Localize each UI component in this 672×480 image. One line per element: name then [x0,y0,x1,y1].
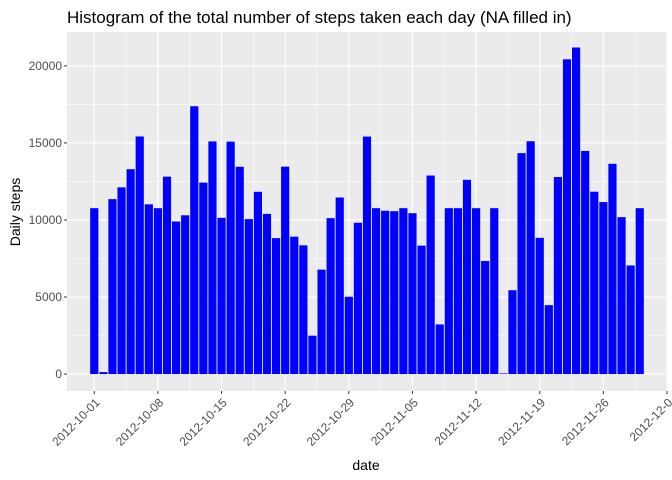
bar [244,219,253,375]
bar [381,210,390,375]
bar [517,153,526,375]
x-tick-label: 2012-12-0 [627,395,672,444]
bar [417,245,426,375]
bar [499,373,508,375]
x-axis-title: date [352,457,379,473]
bar [326,218,335,375]
x-axis: 2012-10-01 2012-10-08 2012-10-15 2012-10-22… [49,391,672,449]
bar [299,245,308,375]
bar [635,208,644,375]
bar [572,47,581,375]
bar [626,265,635,375]
bar [199,182,208,375]
bar [235,166,244,375]
chart-title: Histogram of the total number of steps t… [67,8,572,27]
bar [117,187,126,375]
bar [217,217,226,375]
bar [162,176,172,375]
bars [90,47,644,375]
bar [262,213,272,375]
bar [372,208,381,375]
bar [190,106,199,375]
bar [526,141,535,375]
x-tick-label: 2012-10-15 [177,395,231,449]
bar [426,175,435,375]
y-tick-label: 20000 [29,59,63,73]
bar [353,222,362,375]
bar [362,136,372,375]
bar [344,296,353,375]
bar [99,372,108,375]
bar [317,269,326,375]
bar [408,213,417,375]
bar [135,136,144,375]
x-tick-label: 2012-11-26 [559,395,612,448]
bar [535,237,544,375]
bar [544,305,553,375]
bar [226,141,235,375]
y-axis-title: Daily steps [7,178,23,246]
x-tick-label: 2012-11-19 [495,395,548,448]
y-axis: 0 5000 10000 15000 20000 [29,59,67,381]
x-tick-label: 2012-10-22 [240,395,294,449]
x-tick-label: 2012-11-05 [368,395,421,448]
bar [553,177,562,375]
bar [490,208,499,375]
bar [599,202,608,375]
bar [399,208,408,375]
y-tick-label: 10000 [29,213,63,227]
bar [453,208,462,375]
bar [208,141,217,375]
bar [435,324,444,375]
x-tick-label: 2012-10-29 [304,395,358,449]
y-tick-label: 5000 [35,290,62,304]
x-tick-label: 2012-11-12 [432,395,485,448]
bar [462,179,472,375]
bar [272,238,281,375]
y-tick-label: 15000 [29,136,63,150]
bar [581,150,590,375]
x-tick-label: 2012-10-01 [49,395,103,449]
bar [144,204,153,375]
bar [308,335,317,375]
bar [472,208,481,375]
bar [153,208,162,375]
bar [562,59,572,375]
bar [126,169,135,375]
bar [108,199,117,375]
bar [290,236,299,375]
y-tick-label: 0 [55,367,62,381]
bar [281,166,290,375]
bar [444,208,453,375]
bar [508,290,517,375]
bar [181,215,190,375]
bar [390,211,399,375]
bar [481,261,490,375]
x-tick-label: 2012-10-08 [113,395,167,449]
bar [253,191,262,375]
bar [617,217,626,375]
bar [608,163,617,375]
bar [90,208,99,375]
bar [335,197,344,375]
bar [172,221,181,375]
bar [590,191,599,375]
